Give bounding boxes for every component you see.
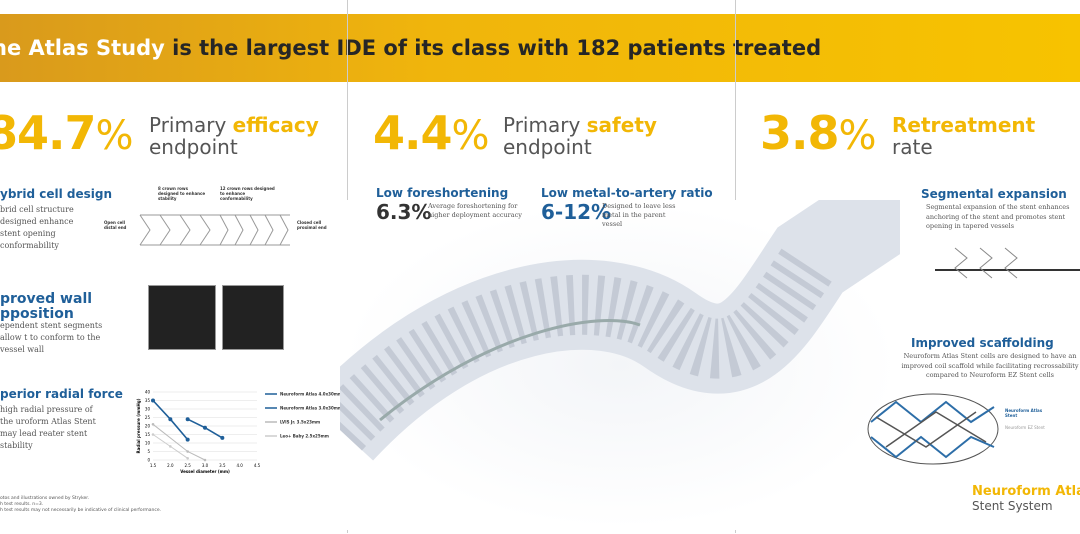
x-tick-label: 4.5 <box>254 463 261 468</box>
x-tick-label: 3.5 <box>219 463 226 468</box>
data-point <box>168 417 173 422</box>
hybrid-text: brid cell structure designed enhance ste… <box>0 205 74 250</box>
y-tick-label: 20 <box>145 424 151 429</box>
efficacy-value: 84.7% <box>0 106 134 160</box>
segmental-stent-graphic <box>935 247 1080 279</box>
callout: Open cell distal end <box>104 220 127 230</box>
y-tick-label: 40 <box>145 390 151 395</box>
y-tick-label: 15 <box>145 432 151 437</box>
x-tick-label: 3.0 <box>202 463 209 468</box>
stent-illustration <box>306 162 925 530</box>
legend-label: Neuroform Atlas 3.0x30mm <box>280 406 340 411</box>
data-point <box>203 425 207 430</box>
radial-title: perior radial force <box>0 387 123 401</box>
y-tick-label: 5 <box>147 449 150 454</box>
efficacy-label: Primary efficacy endpoint <box>149 113 319 159</box>
radial-force-chart: 0 5 10 15 20 25 30 35 40 1.5 2.0 2.5 3.0 3.5 4.0 4.5 Ves… <box>136 390 340 475</box>
title-banner: he Atlas Study is the largest IDE of its… <box>0 14 1080 82</box>
foreshortening-text: Average foreshortening for higher deploy… <box>428 202 522 219</box>
y-tick-label: 0 <box>147 458 150 463</box>
data-point <box>186 457 189 460</box>
wall-text: ependent stent segments allow t to confo… <box>0 321 103 354</box>
legend-ez: Neuroform EZ Stent <box>1005 425 1045 430</box>
stent-vessel-graphic <box>306 162 925 461</box>
footnote: h test results may not necessarily be in… <box>0 508 162 513</box>
x-tick-label: 2.0 <box>167 463 174 468</box>
angiography-image <box>222 285 284 350</box>
retreatment-label: Retreatment rate <box>892 113 1036 159</box>
metal-ratio-value: 6-12% <box>541 200 612 224</box>
data-point <box>151 423 155 426</box>
x-tick-label: 4.0 <box>236 463 243 468</box>
y-tick-label: 30 <box>145 407 151 412</box>
data-point <box>169 445 172 448</box>
radial-text: high radial pressure of the uroform Atla… <box>0 405 96 450</box>
angiography-image <box>148 285 216 350</box>
retreatment-value: 3.8% <box>760 106 877 160</box>
metal-ratio-title: Low metal-to-artery ratio <box>541 186 713 200</box>
data-point <box>185 417 190 422</box>
callout: Closed cell proximal end <box>297 220 327 230</box>
y-tick-label: 35 <box>145 398 151 403</box>
segmental-text: Segmental expansion of the stent enhance… <box>926 203 1070 230</box>
hybrid-title: ybrid cell design <box>0 187 112 201</box>
data-point <box>185 437 190 442</box>
legend-label: Neuroform Atlas 4.0x30mm <box>280 392 340 397</box>
brand-name: Neuroform Atlas <box>972 484 1080 499</box>
y-axis-label: Radial pressure (mmHg) <box>136 398 141 453</box>
scaffolding-title: Improved scaffolding <box>911 336 1054 350</box>
x-tick-label: 2.5 <box>184 463 191 468</box>
segmental-title: Segmental expansion <box>921 187 1067 201</box>
foreshortening-value: 6.3% <box>376 200 432 224</box>
foreshortening-title: Low foreshortening <box>376 186 509 200</box>
hybrid-stent-graphic <box>139 214 290 246</box>
safety-label: Primary safety endpoint <box>503 113 657 159</box>
safety-value: 4.4% <box>373 106 490 160</box>
banner-title: he Atlas Study is the largest IDE of its… <box>0 36 822 60</box>
data-point <box>203 458 207 462</box>
x-axis-label: Vessel diameter (mm) <box>180 469 230 474</box>
metal-ratio-text: Designed to leave less metal in the pare… <box>602 202 676 228</box>
legend-atlas: Neuroform Atlas Stent <box>1005 408 1043 418</box>
data-point <box>220 435 225 440</box>
y-tick-label: 10 <box>145 441 151 446</box>
scaffold-cell-graphic <box>867 393 999 465</box>
callout: 8 crown rows designed to enhance stabili… <box>158 186 206 201</box>
data-point <box>151 433 155 436</box>
brand-subtitle: Stent System <box>972 499 1053 513</box>
legend-label: Leo+ Baby 2.5x25mm <box>280 434 329 439</box>
footnote: h test results. n=3. <box>0 502 44 507</box>
scaffolding-text: Neuroform Atlas Stent cells are designed… <box>901 352 1079 379</box>
y-tick-label: 25 <box>145 415 151 420</box>
legend-label: LVIS Jr. 3.5x23mm <box>280 420 320 425</box>
wall-title: proved wall pposition <box>0 291 93 322</box>
footnote: otos and illustrations owned by Stryker. <box>0 496 90 501</box>
callout: 12 crown rows designed to enhance confor… <box>220 186 275 201</box>
data-point <box>151 398 155 403</box>
x-tick-label: 1.5 <box>150 463 157 468</box>
data-point <box>186 450 189 453</box>
